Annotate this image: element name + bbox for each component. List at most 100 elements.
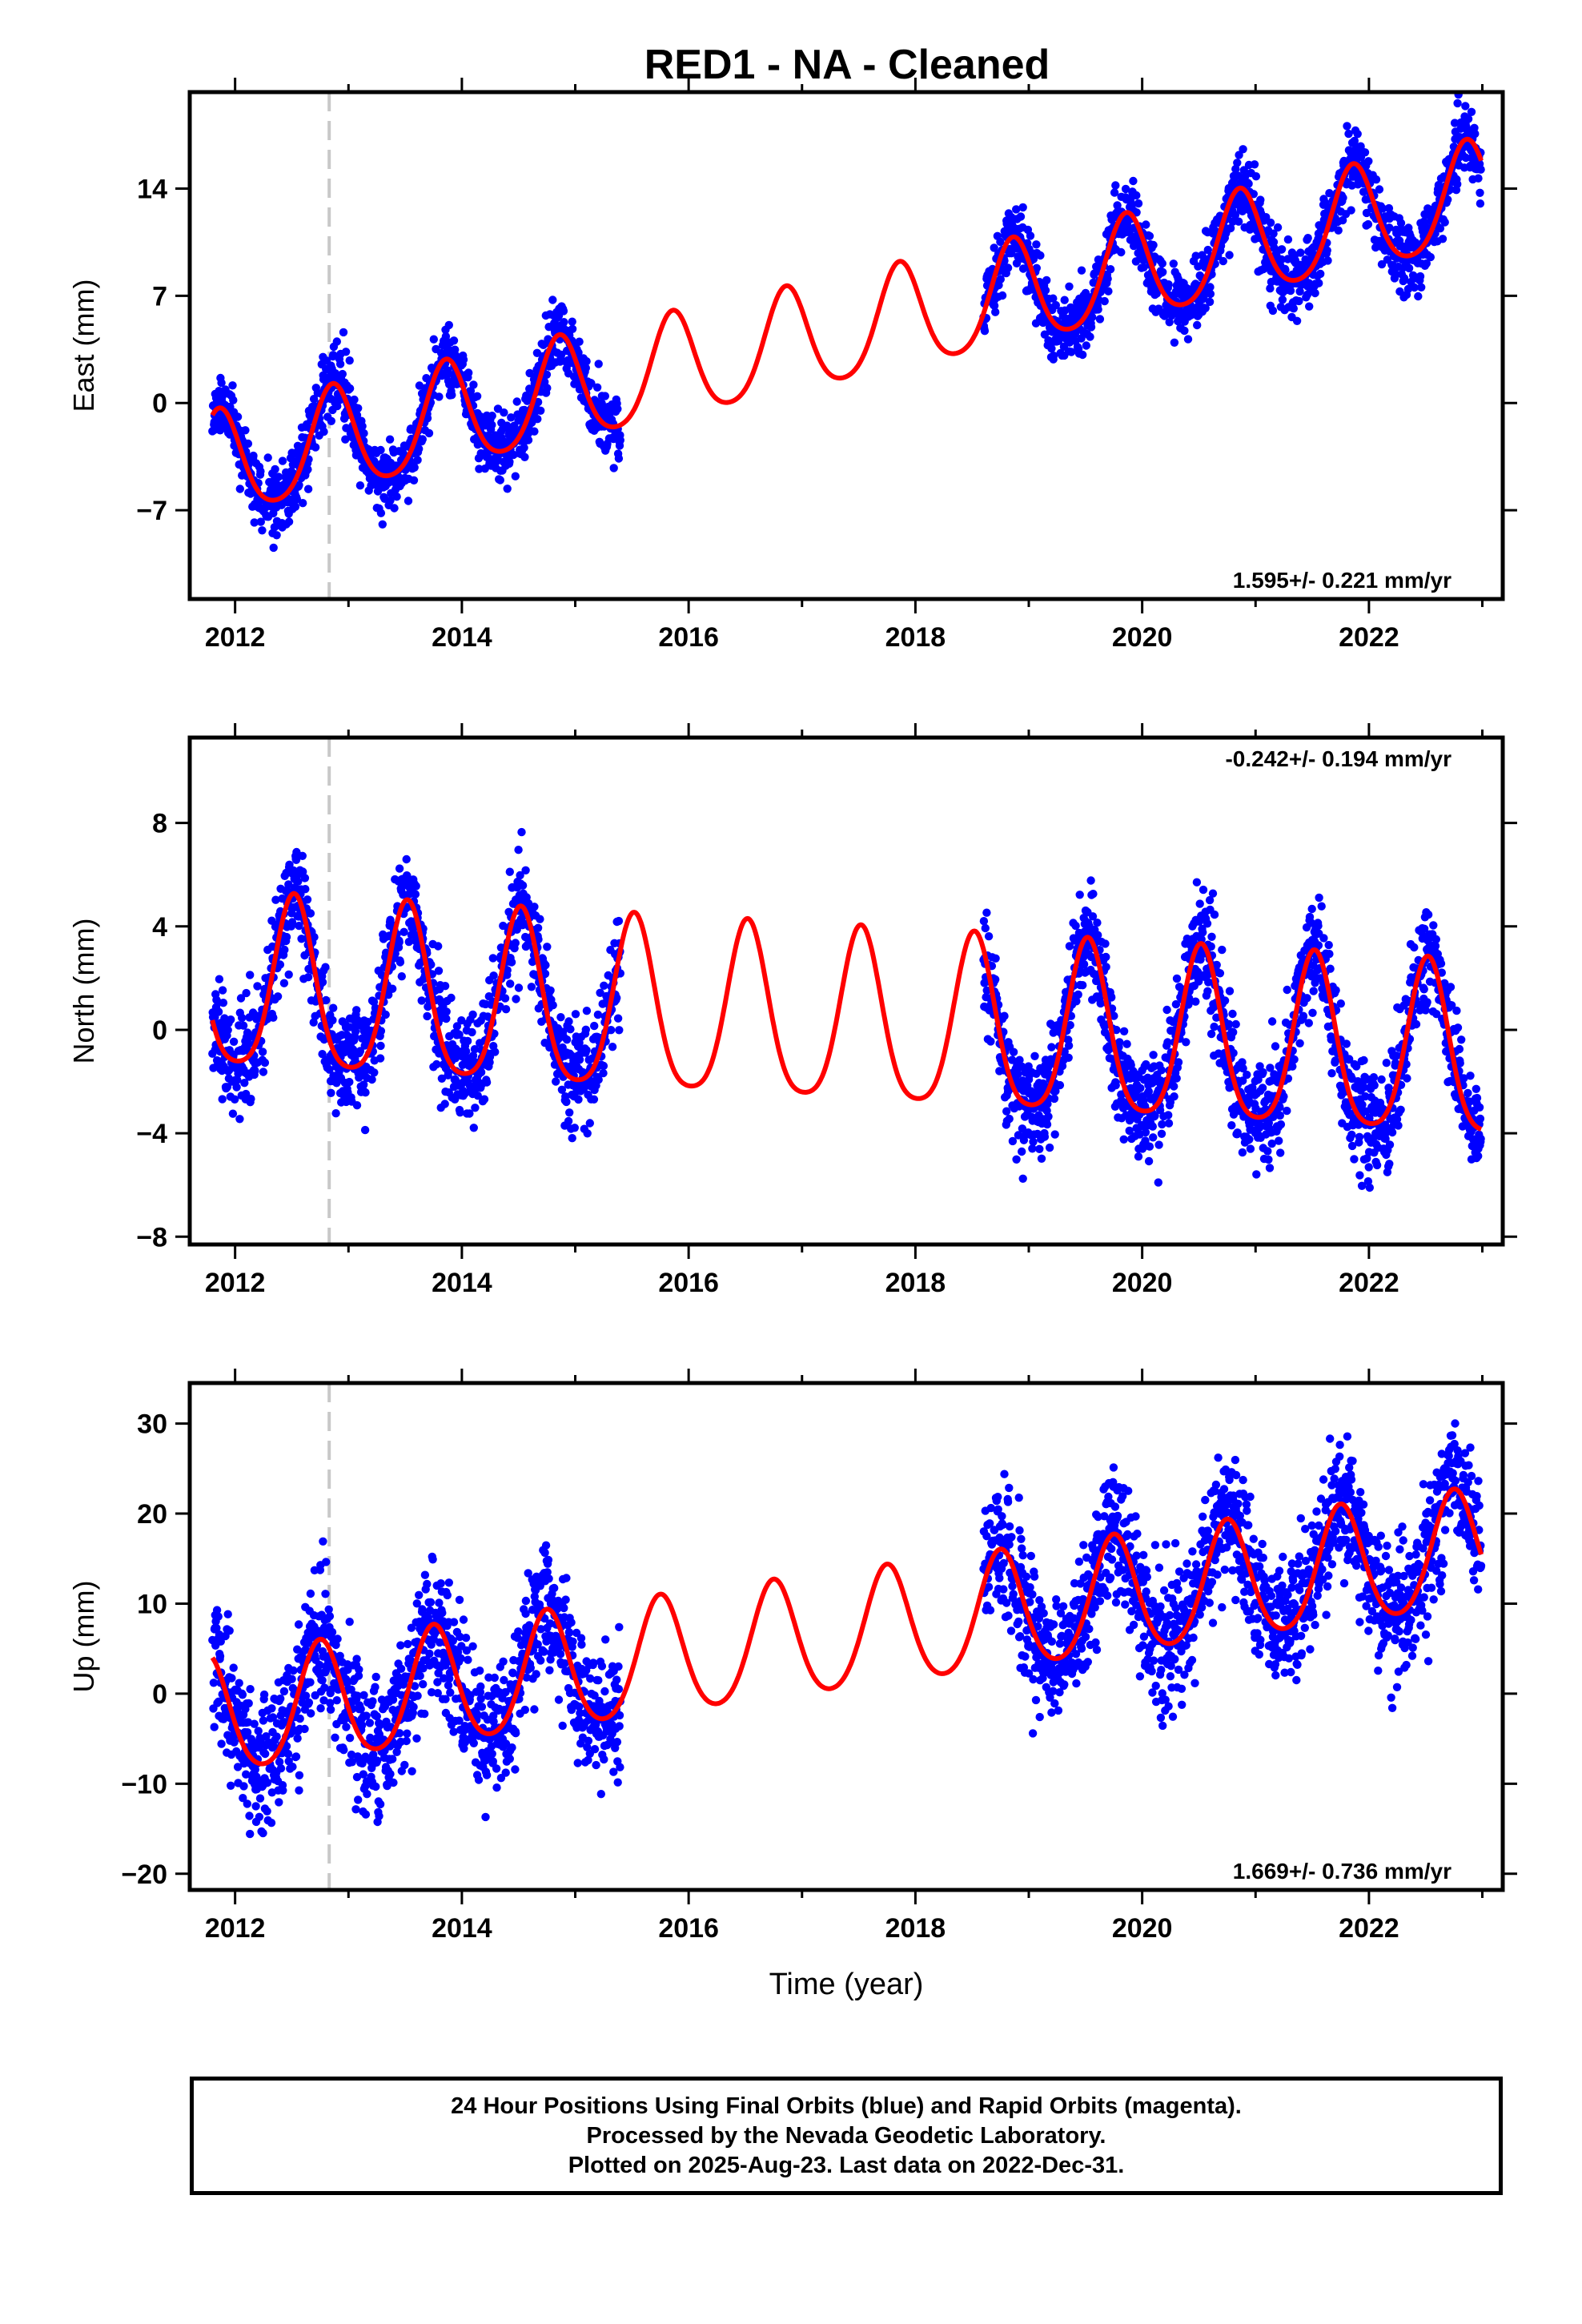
data-point [1078,981,1087,990]
data-point [1471,129,1480,139]
data-point [1203,245,1213,255]
data-point [1353,130,1362,139]
data-point [1111,181,1120,190]
data-point [1172,1074,1181,1083]
data-point [1049,294,1058,303]
data-point [1464,115,1473,123]
data-point [1377,1075,1386,1084]
data-point [505,867,514,876]
data-point [1415,271,1425,281]
data-point [1308,1008,1317,1018]
data-point [564,1017,573,1026]
data-point [1338,215,1347,225]
data-point [991,308,1000,316]
data-point [1249,190,1259,199]
data-point [1104,287,1113,296]
data-point [1295,1039,1304,1048]
data-point [1304,1019,1314,1027]
data-point [424,428,434,438]
data-point [1171,999,1181,1009]
data-point [284,517,294,526]
data-point [1385,223,1394,232]
data-point [582,1046,591,1055]
data-point [1319,934,1328,943]
data-point [1086,323,1096,332]
data-point [228,381,237,390]
data-point [1263,1147,1272,1156]
data-point [612,993,621,1003]
data-point [235,485,244,493]
data-point [291,502,300,511]
data-point [295,480,303,489]
data-point [1172,974,1182,983]
data-point [1303,234,1312,243]
data-point [1231,164,1240,174]
data-point [568,324,577,333]
data-point [582,357,591,366]
data-point [418,435,427,444]
data-point [1110,1011,1118,1020]
data-point [503,485,512,493]
data-point [570,1124,579,1132]
data-point [468,1010,477,1019]
data-point [218,986,227,995]
data-point [327,1088,335,1098]
data-point [991,954,1000,963]
data-point [1207,942,1215,951]
data-point [294,877,303,886]
data-point [1347,1130,1356,1140]
data-point [1315,279,1323,287]
data-point [1267,1017,1277,1026]
data-point [1299,1011,1308,1020]
data-point [1165,318,1174,327]
data-point [350,395,359,404]
data-point [327,416,335,425]
data-point [1269,229,1278,238]
data-point [1325,950,1334,959]
data-point [488,412,496,420]
data-point [1314,921,1323,931]
data-point [1288,1062,1297,1071]
data-point [395,938,404,947]
data-point [514,983,524,992]
data-point [991,975,1000,984]
data-point [1107,993,1116,1002]
data-point [376,445,385,455]
data-point [303,485,313,493]
data-point [1271,1042,1280,1051]
data-point [981,923,990,933]
data-point [256,517,265,526]
data-point [354,404,363,412]
data-point [1036,251,1045,260]
data-point [990,243,998,252]
data-point [1035,1144,1044,1154]
data-point [459,355,468,364]
data-point [500,994,510,1003]
data-point [1315,893,1323,903]
data-point [1372,1160,1382,1170]
data-point [528,957,537,967]
data-point [352,1101,362,1110]
data-point [593,1010,603,1019]
data-point [979,917,989,926]
data-point [1243,1070,1251,1080]
data-point [329,1003,338,1012]
data-point [1101,939,1110,948]
data-point [233,1076,242,1084]
data-point [1316,269,1325,279]
data-point [1149,240,1158,250]
data-point [530,427,539,436]
data-point [1215,969,1225,978]
data-point [982,908,991,917]
data-point [1029,1137,1038,1147]
data-point [1276,1120,1286,1129]
data-point [465,1109,474,1118]
data-point [1355,1171,1364,1180]
data-point [583,1129,592,1138]
data-point [505,457,514,466]
data-point [1250,160,1259,169]
data-point [400,927,408,937]
data-point [493,404,503,413]
data-point [1323,246,1331,255]
data-point [1203,919,1212,928]
